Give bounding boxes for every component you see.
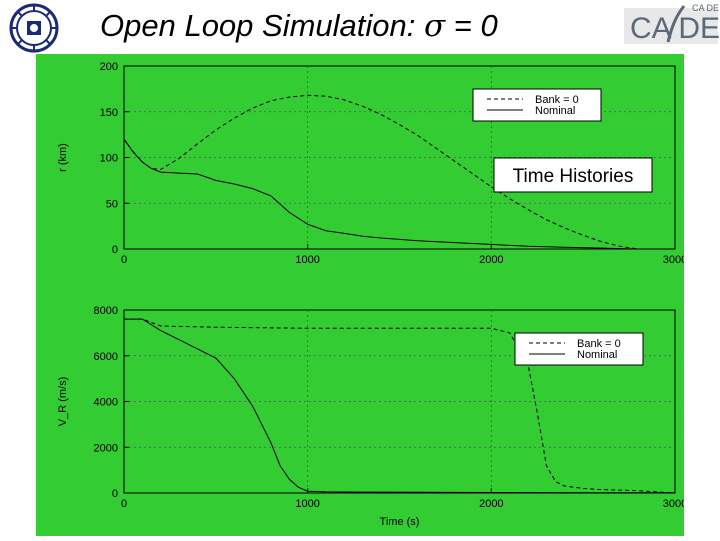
x-axis-label: Time (s) [380, 516, 420, 528]
series-line-nominal [124, 318, 676, 494]
y-axis-label: r (km) [57, 143, 69, 172]
title-suffix: = 0 [445, 8, 498, 43]
y-tick-label: 0 [112, 488, 118, 500]
y-tick-label: 4000 [94, 397, 118, 409]
legend-label: Nominal [535, 105, 575, 117]
series-line-nominal [123, 138, 639, 250]
y-tick-label: 100 [100, 153, 118, 165]
x-tick-label: 1000 [295, 254, 319, 266]
y-axis-label: V_R (m/s) [57, 377, 69, 427]
x-tick-label: 1000 [295, 498, 319, 510]
legend-label: Bank = 0 [535, 94, 579, 106]
time-history-plots: 0501001502000100020003000r (km)Bank = 0N… [36, 54, 687, 536]
x-tick-label: 3000 [663, 254, 684, 266]
series-line-bank-0 [123, 94, 639, 250]
y-tick-label: 8000 [94, 305, 118, 317]
cade-logo: CA DE CA DE [622, 0, 720, 48]
annotation-text: Time Histories [513, 166, 634, 187]
x-tick-label: 3000 [663, 498, 684, 510]
legend-box [472, 88, 602, 122]
logo-small-text: CA DE [692, 3, 719, 13]
x-tick-label: 2000 [479, 254, 503, 266]
chart-2: 0 2000 4000 6000 8000 0 1000 2000 3000 V_R (m/s) T… [57, 305, 687, 528]
legend-box [514, 332, 644, 366]
sigma-symbol: σ [424, 8, 446, 44]
y-tick-label: 6000 [94, 351, 118, 363]
institute-logo [2, 2, 66, 54]
slide-title: Open Loop Simulation: σ = 0 [100, 8, 600, 48]
y-tick-label: 2000 [94, 442, 118, 454]
annotation-box: Time Histories [493, 157, 653, 193]
annotation-frame [493, 157, 653, 193]
y-tick-label: 50 [106, 198, 118, 210]
chart-1: 0501001502000100020003000r (km)Bank = 0N… [57, 61, 687, 266]
logo-text: CA DE [630, 12, 720, 45]
x-tick-label: 0 [121, 498, 127, 510]
legend-label: Bank = 0 [577, 338, 621, 350]
legend-label: Nominal [577, 349, 617, 361]
y-tick-label: 200 [100, 61, 118, 73]
plot-area: 0501001502000100020003000r (km)Bank = 0N… [36, 54, 687, 536]
y-tick-label: 150 [100, 107, 118, 119]
y-tick-label: 0 [112, 244, 118, 256]
x-tick-label: 2000 [479, 498, 503, 510]
x-tick-label: 0 [121, 254, 127, 266]
title-prefix: Open Loop Simulation: [100, 8, 424, 43]
